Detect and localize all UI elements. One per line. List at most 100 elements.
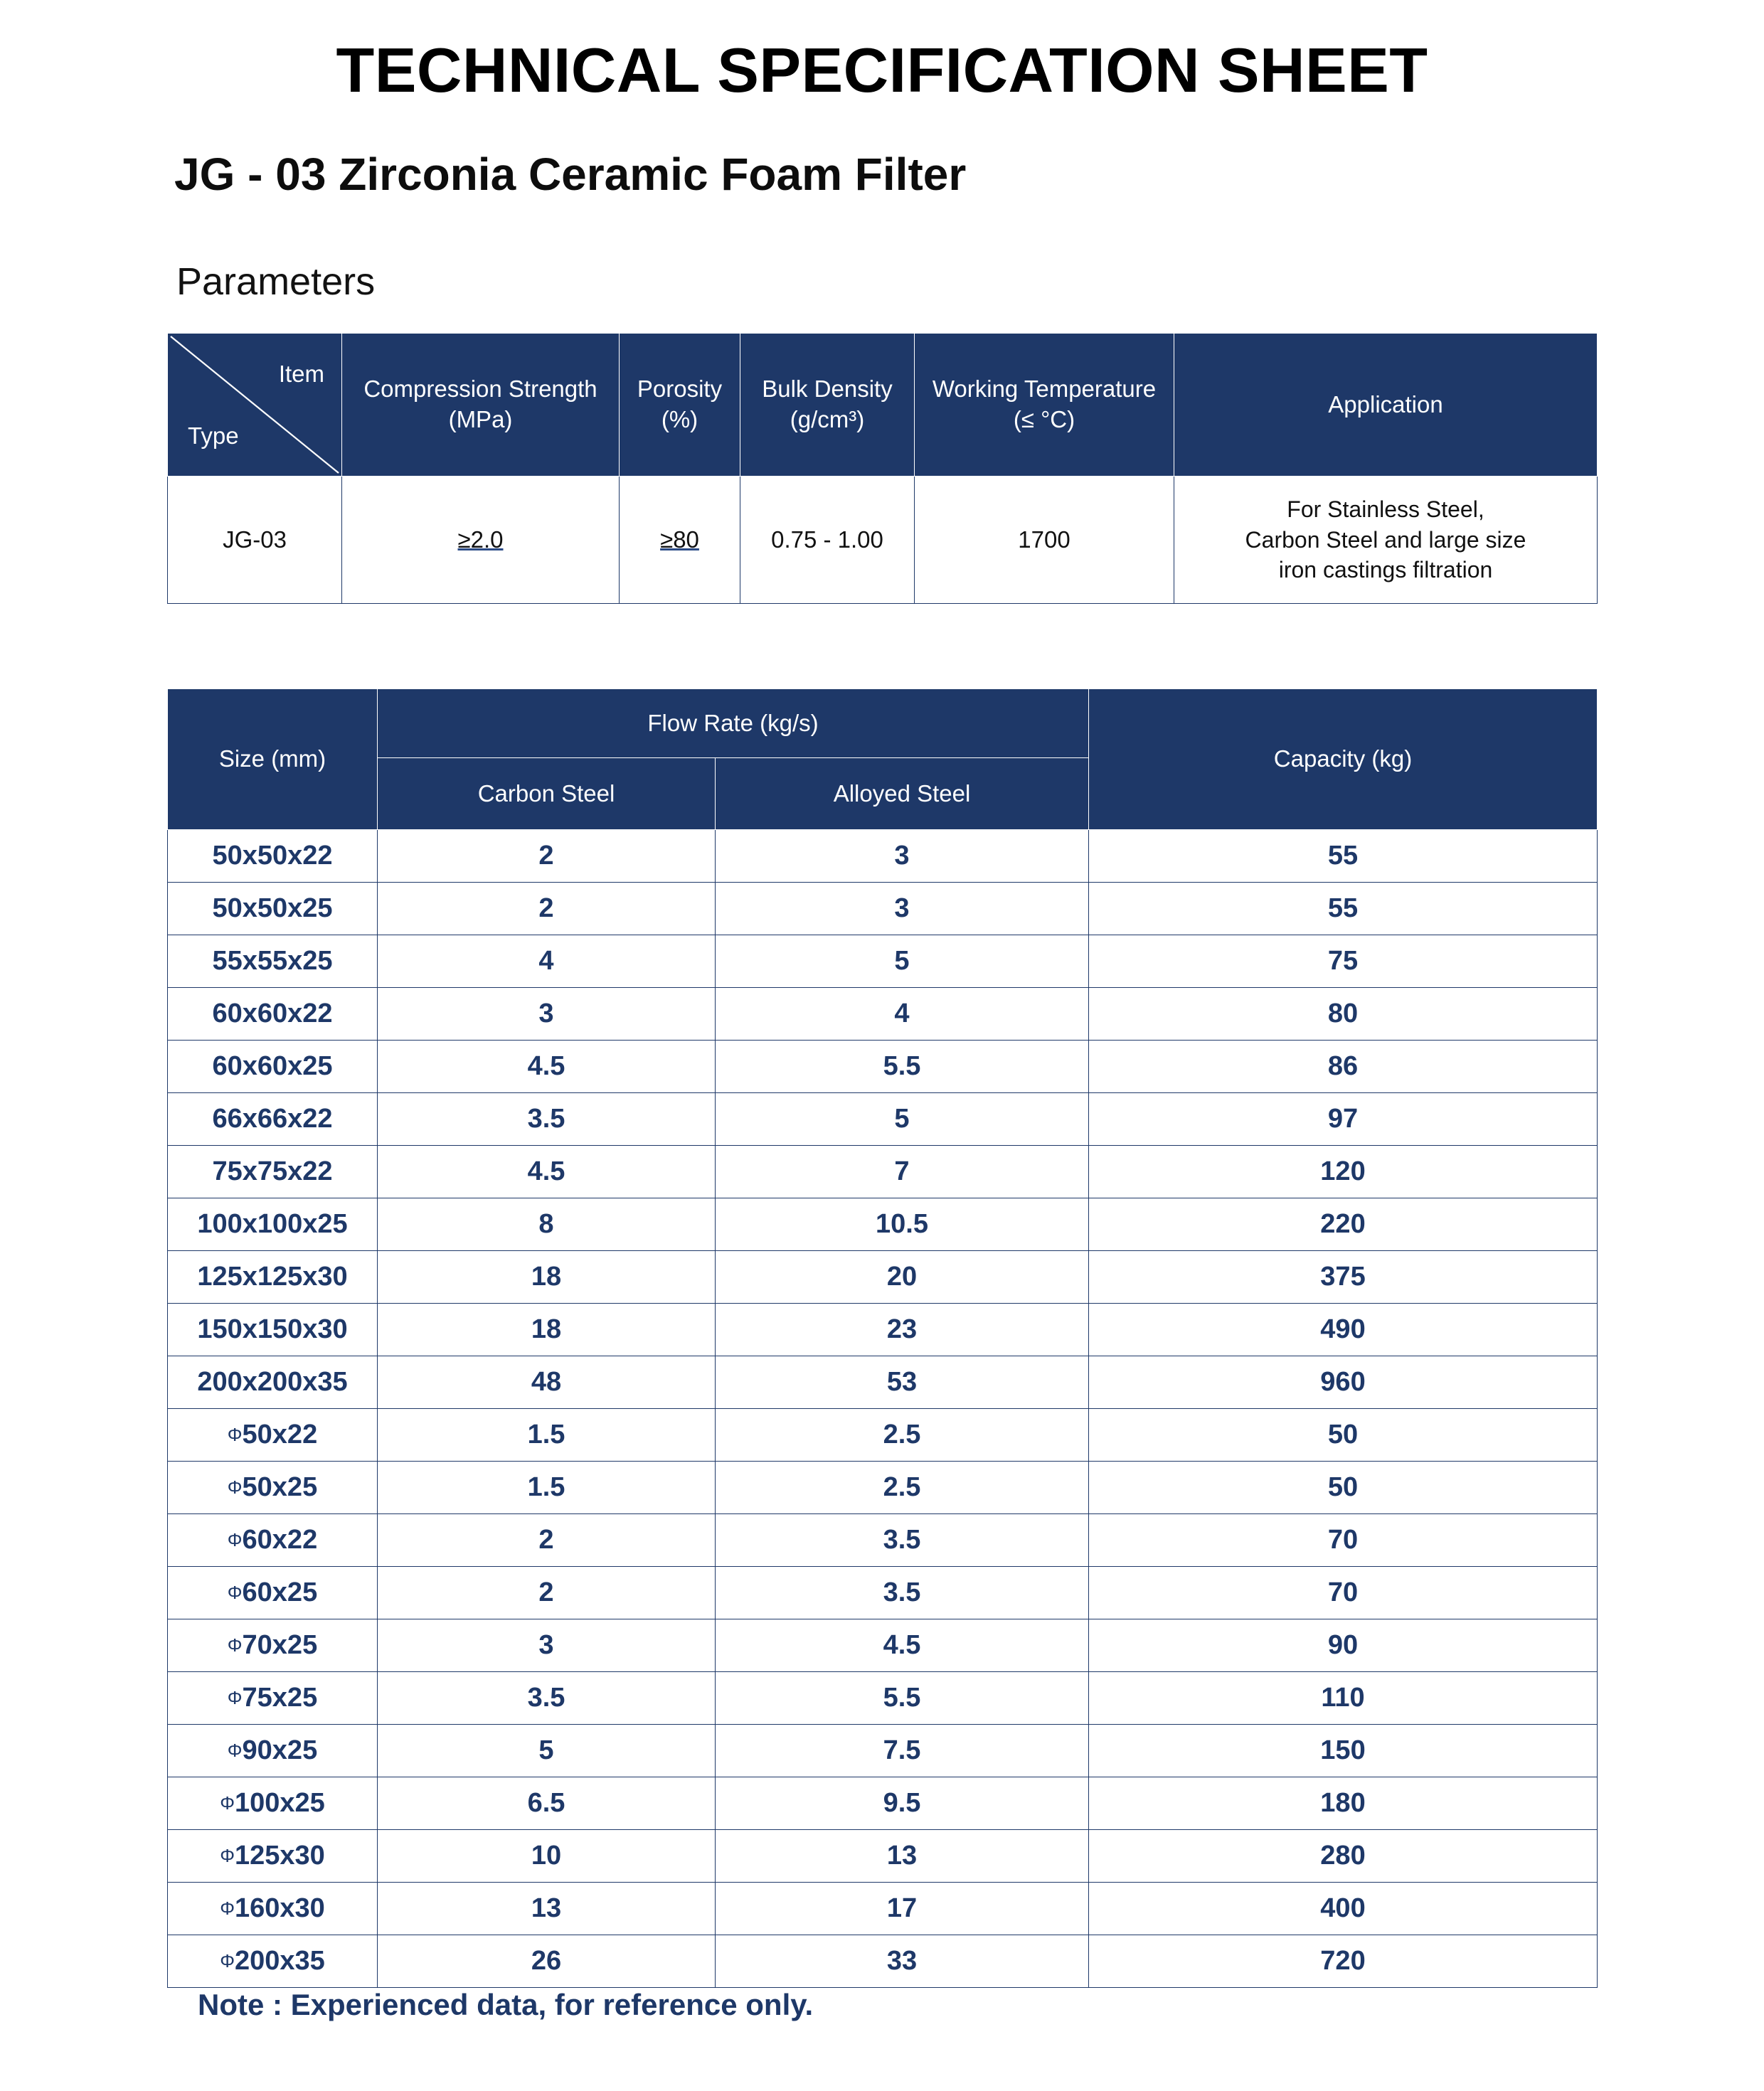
corner-item-label: Item — [278, 361, 324, 387]
cell-size: 150x150x30 — [167, 1303, 378, 1356]
parameters-header-row: Item Type Compression Strength (MPa) Por… — [167, 333, 1598, 477]
application-line-3: iron castings filtration — [1278, 557, 1493, 583]
header-line2: (g/cm³) — [790, 406, 865, 432]
cell-capacity: 720 — [1088, 1935, 1598, 1988]
sizes-header-row-sub: Carbon Steel Alloyed Steel — [168, 757, 1598, 830]
cell-carbon-steel: 4 — [377, 935, 716, 988]
cell-size-label: 75x75x22 — [212, 1156, 333, 1186]
table-row: Φ160x30 13 17 400 — [167, 1882, 1598, 1935]
diameter-phi-icon: Φ — [227, 1582, 243, 1603]
cell-size-label: 66x66x22 — [212, 1104, 333, 1134]
table-row: 50x50x25 2 3 55 — [167, 882, 1598, 935]
cell-carbon-steel: 48 — [377, 1356, 716, 1409]
cell-capacity: 375 — [1088, 1250, 1598, 1304]
table-row: 150x150x30 18 23 490 — [167, 1303, 1598, 1356]
cell-carbon-steel: 2 — [377, 882, 716, 935]
table-row: 60x60x22 3 4 80 — [167, 987, 1598, 1041]
table-row: Φ90x25 5 7.5 150 — [167, 1724, 1598, 1777]
cell-size-label: 100x25 — [234, 1788, 325, 1818]
application-line-1: For Stainless Steel, — [1287, 496, 1484, 522]
cell-size: Φ200x35 — [167, 1935, 378, 1988]
section-heading-parameters: Parameters — [176, 260, 376, 303]
corner-item-type-cell: Item Type — [167, 333, 342, 477]
cell-carbon-steel: 18 — [377, 1303, 716, 1356]
cell-size-label: 50x22 — [242, 1420, 318, 1449]
cell-size: Φ100x25 — [167, 1777, 378, 1830]
cell-capacity: 86 — [1088, 1040, 1598, 1093]
cell-alloyed-steel: 7 — [715, 1145, 1089, 1198]
cell-capacity: 70 — [1088, 1566, 1598, 1619]
table-row: Φ200x35 26 33 720 — [167, 1935, 1598, 1988]
header-line2: (≤ °C) — [1013, 406, 1075, 432]
cell-size: 60x60x25 — [167, 1040, 378, 1093]
cell-alloyed-steel: 7.5 — [715, 1724, 1089, 1777]
header-carbon-steel: Carbon Steel — [377, 757, 716, 830]
cell-alloyed-steel: 5 — [715, 935, 1089, 988]
header-porosity: Porosity (%) — [619, 333, 740, 477]
header-line1: Porosity — [637, 376, 723, 403]
cell-size-label: 50x25 — [242, 1472, 318, 1502]
cell-alloyed-steel: 9.5 — [715, 1777, 1089, 1830]
cell-size-label: 90x25 — [242, 1735, 318, 1765]
cell-capacity: 90 — [1088, 1619, 1598, 1672]
header-line1: Compression Strength — [363, 376, 597, 403]
cell-size: 100x100x25 — [167, 1198, 378, 1251]
application-line-2: Carbon Steel and large size — [1245, 526, 1526, 553]
cell-alloyed-steel: 33 — [715, 1935, 1089, 1988]
cell-carbon-steel: 5 — [377, 1724, 716, 1777]
table-row: 100x100x25 8 10.5 220 — [167, 1198, 1598, 1251]
cell-size: Φ70x25 — [167, 1619, 378, 1672]
cell-size-label: 160x30 — [234, 1893, 325, 1923]
note-text: Note : Experienced data, for reference o… — [198, 1988, 814, 2021]
cell-size-label: 55x55x25 — [212, 946, 333, 976]
cell-size-label: 70x25 — [242, 1630, 318, 1660]
cell-size-label: 60x25 — [242, 1577, 318, 1607]
cell-capacity: 490 — [1088, 1303, 1598, 1356]
cell-carbon-steel: 10 — [377, 1829, 716, 1883]
cell-capacity: 150 — [1088, 1724, 1598, 1777]
table-row: Φ100x25 6.5 9.5 180 — [167, 1777, 1598, 1830]
table-row: Φ75x25 3.5 5.5 110 — [167, 1671, 1598, 1725]
cell-alloyed-steel: 23 — [715, 1303, 1089, 1356]
cell-size: 50x50x22 — [167, 829, 378, 883]
header-bulk-density: Bulk Density (g/cm³) — [740, 333, 915, 477]
cell-carbon-steel: 13 — [377, 1882, 716, 1935]
cell-carbon-steel: 6.5 — [377, 1777, 716, 1830]
cell-alloyed-steel: 53 — [715, 1356, 1089, 1409]
cell-carbon-steel: 3 — [377, 987, 716, 1041]
parameters-table: Item Type Compression Strength (MPa) Por… — [167, 333, 1598, 604]
cell-size: Φ90x25 — [167, 1724, 378, 1777]
cell-carbon-steel: 4.5 — [377, 1040, 716, 1093]
header-line2: (MPa) — [448, 406, 513, 432]
cell-alloyed-steel: 5.5 — [715, 1040, 1089, 1093]
cell-alloyed-steel: 3.5 — [715, 1513, 1089, 1567]
product-title: JG - 03 Zirconia Ceramic Foam Filter — [174, 149, 967, 200]
diameter-phi-icon: Φ — [227, 1634, 243, 1656]
table-row: 50x50x22 2 3 55 — [167, 829, 1598, 883]
cell-alloyed-steel: 10.5 — [715, 1198, 1089, 1251]
cell-size-label: 150x150x30 — [197, 1314, 348, 1344]
header-compression-strength: Compression Strength (MPa) — [341, 333, 620, 477]
parameters-data-row: JG-03 ≥2.0 ≥80 0.75 - 1.00 1700 For Stai… — [167, 476, 1598, 604]
cell-size: 66x66x22 — [167, 1092, 378, 1146]
cell-size-label: 60x60x22 — [212, 999, 333, 1028]
cell-alloyed-steel: 2.5 — [715, 1461, 1089, 1514]
table-row: 60x60x25 4.5 5.5 86 — [167, 1040, 1598, 1093]
diameter-phi-icon: Φ — [220, 1792, 235, 1814]
cell-alloyed-steel: 4.5 — [715, 1619, 1089, 1672]
cell-capacity: 400 — [1088, 1882, 1598, 1935]
cell-size-label: 100x100x25 — [197, 1209, 348, 1239]
cell-size: 125x125x30 — [167, 1250, 378, 1304]
header-line2: (%) — [661, 406, 698, 432]
header-application: Application — [1174, 333, 1598, 477]
cell-capacity: 120 — [1088, 1145, 1598, 1198]
cell-compression-strength: ≥2.0 — [341, 476, 620, 604]
table-row: Φ70x25 3 4.5 90 — [167, 1619, 1598, 1672]
cell-bulk-density: 0.75 - 1.00 — [740, 476, 915, 604]
header-alloyed-steel: Alloyed Steel — [715, 757, 1089, 830]
table-row: Φ50x22 1.5 2.5 50 — [167, 1408, 1598, 1462]
cell-size-label: 60x60x25 — [212, 1051, 333, 1081]
cell-porosity-value: ≥80 — [660, 526, 699, 553]
table-row: Φ125x30 10 13 280 — [167, 1829, 1598, 1883]
cell-size: 60x60x22 — [167, 987, 378, 1041]
